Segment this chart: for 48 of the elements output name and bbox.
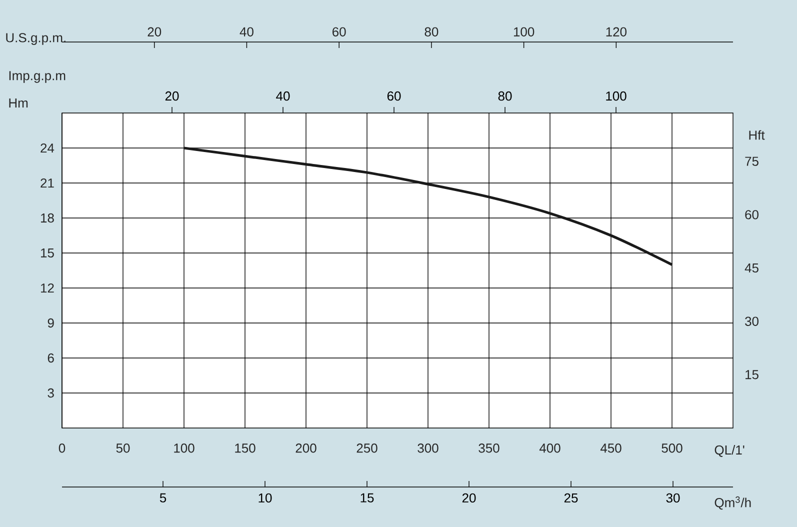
text: 10 [258,493,272,503]
y-tick-label: 6 [48,353,54,363]
x-tick-label: 450 [600,444,622,453]
y-tick-label: 3 [48,388,54,398]
text: 20 [462,493,476,503]
y-tick-label: 24 [40,143,54,153]
x2-tick-label: 80 [424,27,438,36]
text: 5 [160,493,166,502]
x2-tick-label: 120 [606,27,627,36]
x-tick-label: 250 [356,444,378,453]
text: 60 [387,91,401,101]
x-tick-label: 200 [296,444,316,453]
y2-tick-label: 75 [745,156,758,166]
text: 30 [666,493,680,503]
y-tick-label: 15 [40,248,54,258]
y2-tick-label: 30 [745,316,758,326]
text: 100 [606,91,626,101]
x-tick-label: 500 [662,444,682,453]
y-tick-label: 18 [40,213,54,223]
y2-tick-label: 45 [744,263,758,273]
x2-tick-label: 40 [240,27,254,36]
text: 80 [498,91,512,101]
x-axis-title: QL/1' [714,445,744,457]
y-tick-label: 21 [40,178,54,188]
x-tick-label: 300 [418,444,438,453]
text: 15 [360,493,374,502]
y2-tick-label: 15 [746,370,758,380]
x-tick-label: 100 [174,444,194,453]
x-tick-label: 150 [235,444,256,453]
y2-axis-title: Hft [749,130,765,140]
x2-tick-label: 60 [332,27,346,36]
x-tick-label: 350 [478,444,500,453]
y-tick-label: 9 [48,318,54,328]
x-tick-label: 50 [116,444,130,453]
line-series [182,146,674,266]
text: Imp.g.p.m [9,71,66,83]
text: 20 [165,91,179,101]
x-tick-label: 400 [539,444,560,453]
text: 40 [276,91,290,101]
y2-tick-label: 60 [745,210,758,220]
y-tick-label: 12 [40,283,54,293]
y-axis-title: Hm [9,98,28,108]
x-tick-label: 0 [58,444,66,453]
text: 25 [564,493,578,503]
x2-tick-label: 100 [514,27,534,36]
text: Qm$^{3}$/h [714,496,751,510]
x2-tick-label: 20 [148,27,162,36]
x2-axis-title: U.S.g.p.m. [6,33,66,45]
